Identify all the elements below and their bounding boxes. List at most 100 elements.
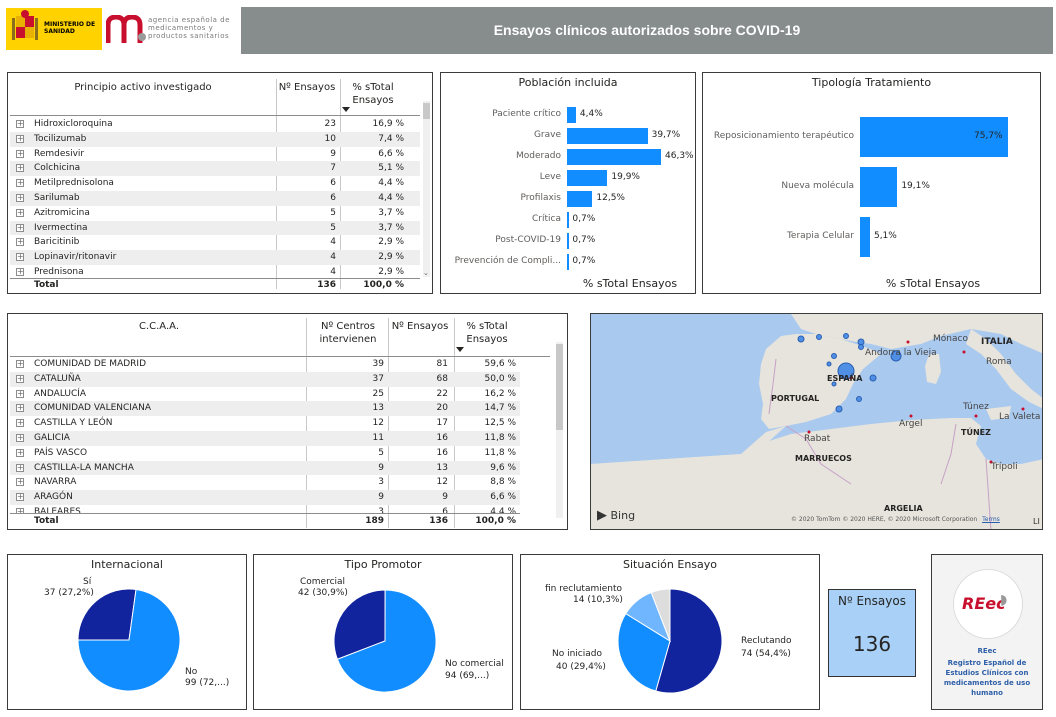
expand-icon[interactable]: + <box>16 433 24 442</box>
expand-icon[interactable]: + <box>16 267 24 276</box>
pie-slice[interactable] <box>77 588 137 641</box>
map-marker-cataluna[interactable] <box>890 350 902 362</box>
expand-icon[interactable]: + <box>16 237 24 247</box>
bar[interactable] <box>567 191 593 207</box>
row-n-ensayos: 68 <box>436 373 448 384</box>
bar[interactable] <box>860 117 1008 157</box>
expand-icon[interactable]: + <box>16 119 24 128</box>
expand-icon[interactable]: + <box>16 403 24 413</box>
map-marker[interactable] <box>858 344 864 350</box>
table-row[interactable]: + BALEARES 3 6 4,4 % <box>10 505 520 513</box>
reec-card[interactable]: REec ◗ REec Registro Español de Estudios… <box>931 554 1043 710</box>
table-row[interactable]: + Prednisona 4 2,9 % <box>10 265 420 279</box>
map-canvas[interactable] <box>591 314 1043 530</box>
expand-icon[interactable]: + <box>16 163 24 173</box>
map-marker[interactable] <box>856 396 862 402</box>
table-row[interactable]: + Hidroxicloroquina 23 16,9 % <box>10 117 420 132</box>
bar[interactable] <box>860 217 870 257</box>
map-marker[interactable] <box>797 335 805 343</box>
table-row[interactable]: + Baricitinib 4 2,9 % <box>10 235 420 250</box>
bar[interactable] <box>567 212 569 228</box>
row-n-ensayos: 23 <box>324 119 336 129</box>
ministerio-text: MINISTERIO DE SANIDAD <box>44 21 96 35</box>
bar[interactable] <box>567 128 648 144</box>
col-principio[interactable]: Principio activo investigado <box>74 82 212 93</box>
bing-logo: ▶ Bing <box>597 508 635 523</box>
scroll-down-icon[interactable]: ⌄ <box>423 269 429 277</box>
table-row[interactable]: + CASTILLA-LA MANCHA 9 13 9,6 % <box>10 460 520 476</box>
table-row[interactable]: + CATALUÑA 37 68 50,0 % <box>10 371 520 387</box>
col-pct-total[interactable]: % sTotal Ensayos <box>352 82 394 106</box>
expand-icon[interactable]: + <box>16 193 24 202</box>
terms-link[interactable]: Terms <box>982 516 1000 523</box>
expand-icon[interactable]: + <box>16 222 24 232</box>
bar[interactable] <box>860 167 898 207</box>
expand-icon[interactable]: + <box>16 492 24 502</box>
table-row[interactable]: + Lopinavir/ritonavir 4 2,9 % <box>10 250 420 265</box>
pie-slice[interactable] <box>650 588 671 642</box>
table-row[interactable]: + Colchicina 7 5,1 % <box>10 161 420 177</box>
pie-slice[interactable] <box>333 589 386 660</box>
col-n-ensayos[interactable]: Nº Ensayos <box>391 321 449 332</box>
map-marker[interactable] <box>831 381 837 387</box>
scrollbar[interactable] <box>556 342 563 518</box>
expand-icon[interactable]: + <box>16 477 24 487</box>
table-row[interactable]: + Remdesivir 9 6,6 % <box>10 147 420 162</box>
table-row[interactable]: + PAÍS VASCO 5 16 11,8 % <box>10 446 520 461</box>
table-row[interactable]: + ARAGÓN 9 9 6,6 % <box>10 490 520 505</box>
table-row[interactable]: + Metilprednisolona 6 4,4 % <box>10 176 420 191</box>
col-n-ensayos[interactable]: Nº Ensayos <box>278 82 336 93</box>
expand-icon[interactable]: + <box>16 359 24 368</box>
bar[interactable] <box>567 254 569 270</box>
expand-icon[interactable]: + <box>16 462 24 472</box>
expand-icon[interactable]: + <box>16 133 24 143</box>
map-marker[interactable] <box>869 374 877 382</box>
scrollbar-thumb[interactable] <box>556 344 563 430</box>
map-marker[interactable] <box>835 405 843 413</box>
bar[interactable] <box>567 170 608 186</box>
bar[interactable] <box>567 149 661 165</box>
map-marker[interactable] <box>843 333 849 339</box>
table-row[interactable]: + NAVARRA 3 12 8,8 % <box>10 475 520 490</box>
expand-icon[interactable]: + <box>16 178 24 188</box>
situacion-panel: Situación Ensayo fin reclutamiento 14 (1… <box>520 554 820 710</box>
table-row[interactable]: + COMUNIDAD DE MADRID 39 81 59,6 % <box>10 357 520 372</box>
expand-icon[interactable]: + <box>16 508 24 513</box>
bar-value-label: 12,5% <box>596 193 625 203</box>
table-row[interactable]: + Tocilizumab 10 7,4 % <box>10 131 420 147</box>
scrollbar-thumb[interactable] <box>423 103 430 119</box>
bar[interactable] <box>567 107 576 123</box>
map-panel[interactable]: Mónaco Andorra la Vieja ITALIA Roma ESPA… <box>590 313 1043 530</box>
table-row[interactable]: + CASTILLA Y LEÓN 12 17 12,5 % <box>10 416 520 431</box>
table-row[interactable]: + ANDALUCÍA 25 22 16,2 % <box>10 387 520 402</box>
scrollbar[interactable] <box>423 101 430 277</box>
map-marker[interactable] <box>826 361 832 367</box>
expand-icon[interactable]: + <box>16 418 24 428</box>
col-ccaa[interactable]: C.C.A.A. <box>138 321 179 332</box>
pie-slice[interactable] <box>336 589 437 693</box>
expand-icon[interactable]: + <box>16 252 24 262</box>
table-row[interactable]: + COMUNIDAD VALENCIANA 13 20 14,7 % <box>10 401 520 417</box>
expand-icon[interactable]: + <box>16 148 24 158</box>
col-n-centros[interactable]: Nº Centros intervienen <box>319 321 377 345</box>
col-pct-total[interactable]: % sTotal Ensayos <box>466 321 508 345</box>
pie-slice[interactable] <box>77 588 181 692</box>
table-row[interactable]: + GALICIA 11 16 11,8 % <box>10 431 520 446</box>
expand-icon[interactable]: + <box>16 388 24 398</box>
map-marker-madrid[interactable] <box>837 362 855 380</box>
map-marker[interactable] <box>816 334 822 340</box>
bar[interactable] <box>567 233 569 249</box>
pie-slice[interactable] <box>655 588 723 694</box>
table-row[interactable]: + Azitromicina 5 3,7 % <box>10 206 420 221</box>
row-ccaa: BALEARES <box>34 507 81 513</box>
row-principio: Tocilizumab <box>34 133 87 144</box>
bar-category-label: Terapia Celular <box>786 231 854 241</box>
expand-icon[interactable]: + <box>16 447 24 457</box>
expand-icon[interactable]: + <box>16 207 24 217</box>
map-marker[interactable] <box>831 353 837 359</box>
reec-logo[interactable]: REec ◗ <box>953 569 1023 639</box>
table-row[interactable]: + Ivermectina 5 3,7 % <box>10 220 420 236</box>
table-row[interactable]: + Sarilumab 6 4,4 % <box>10 191 420 206</box>
expand-icon[interactable]: + <box>16 373 24 383</box>
row-n-ensayos: 4 <box>330 252 336 263</box>
